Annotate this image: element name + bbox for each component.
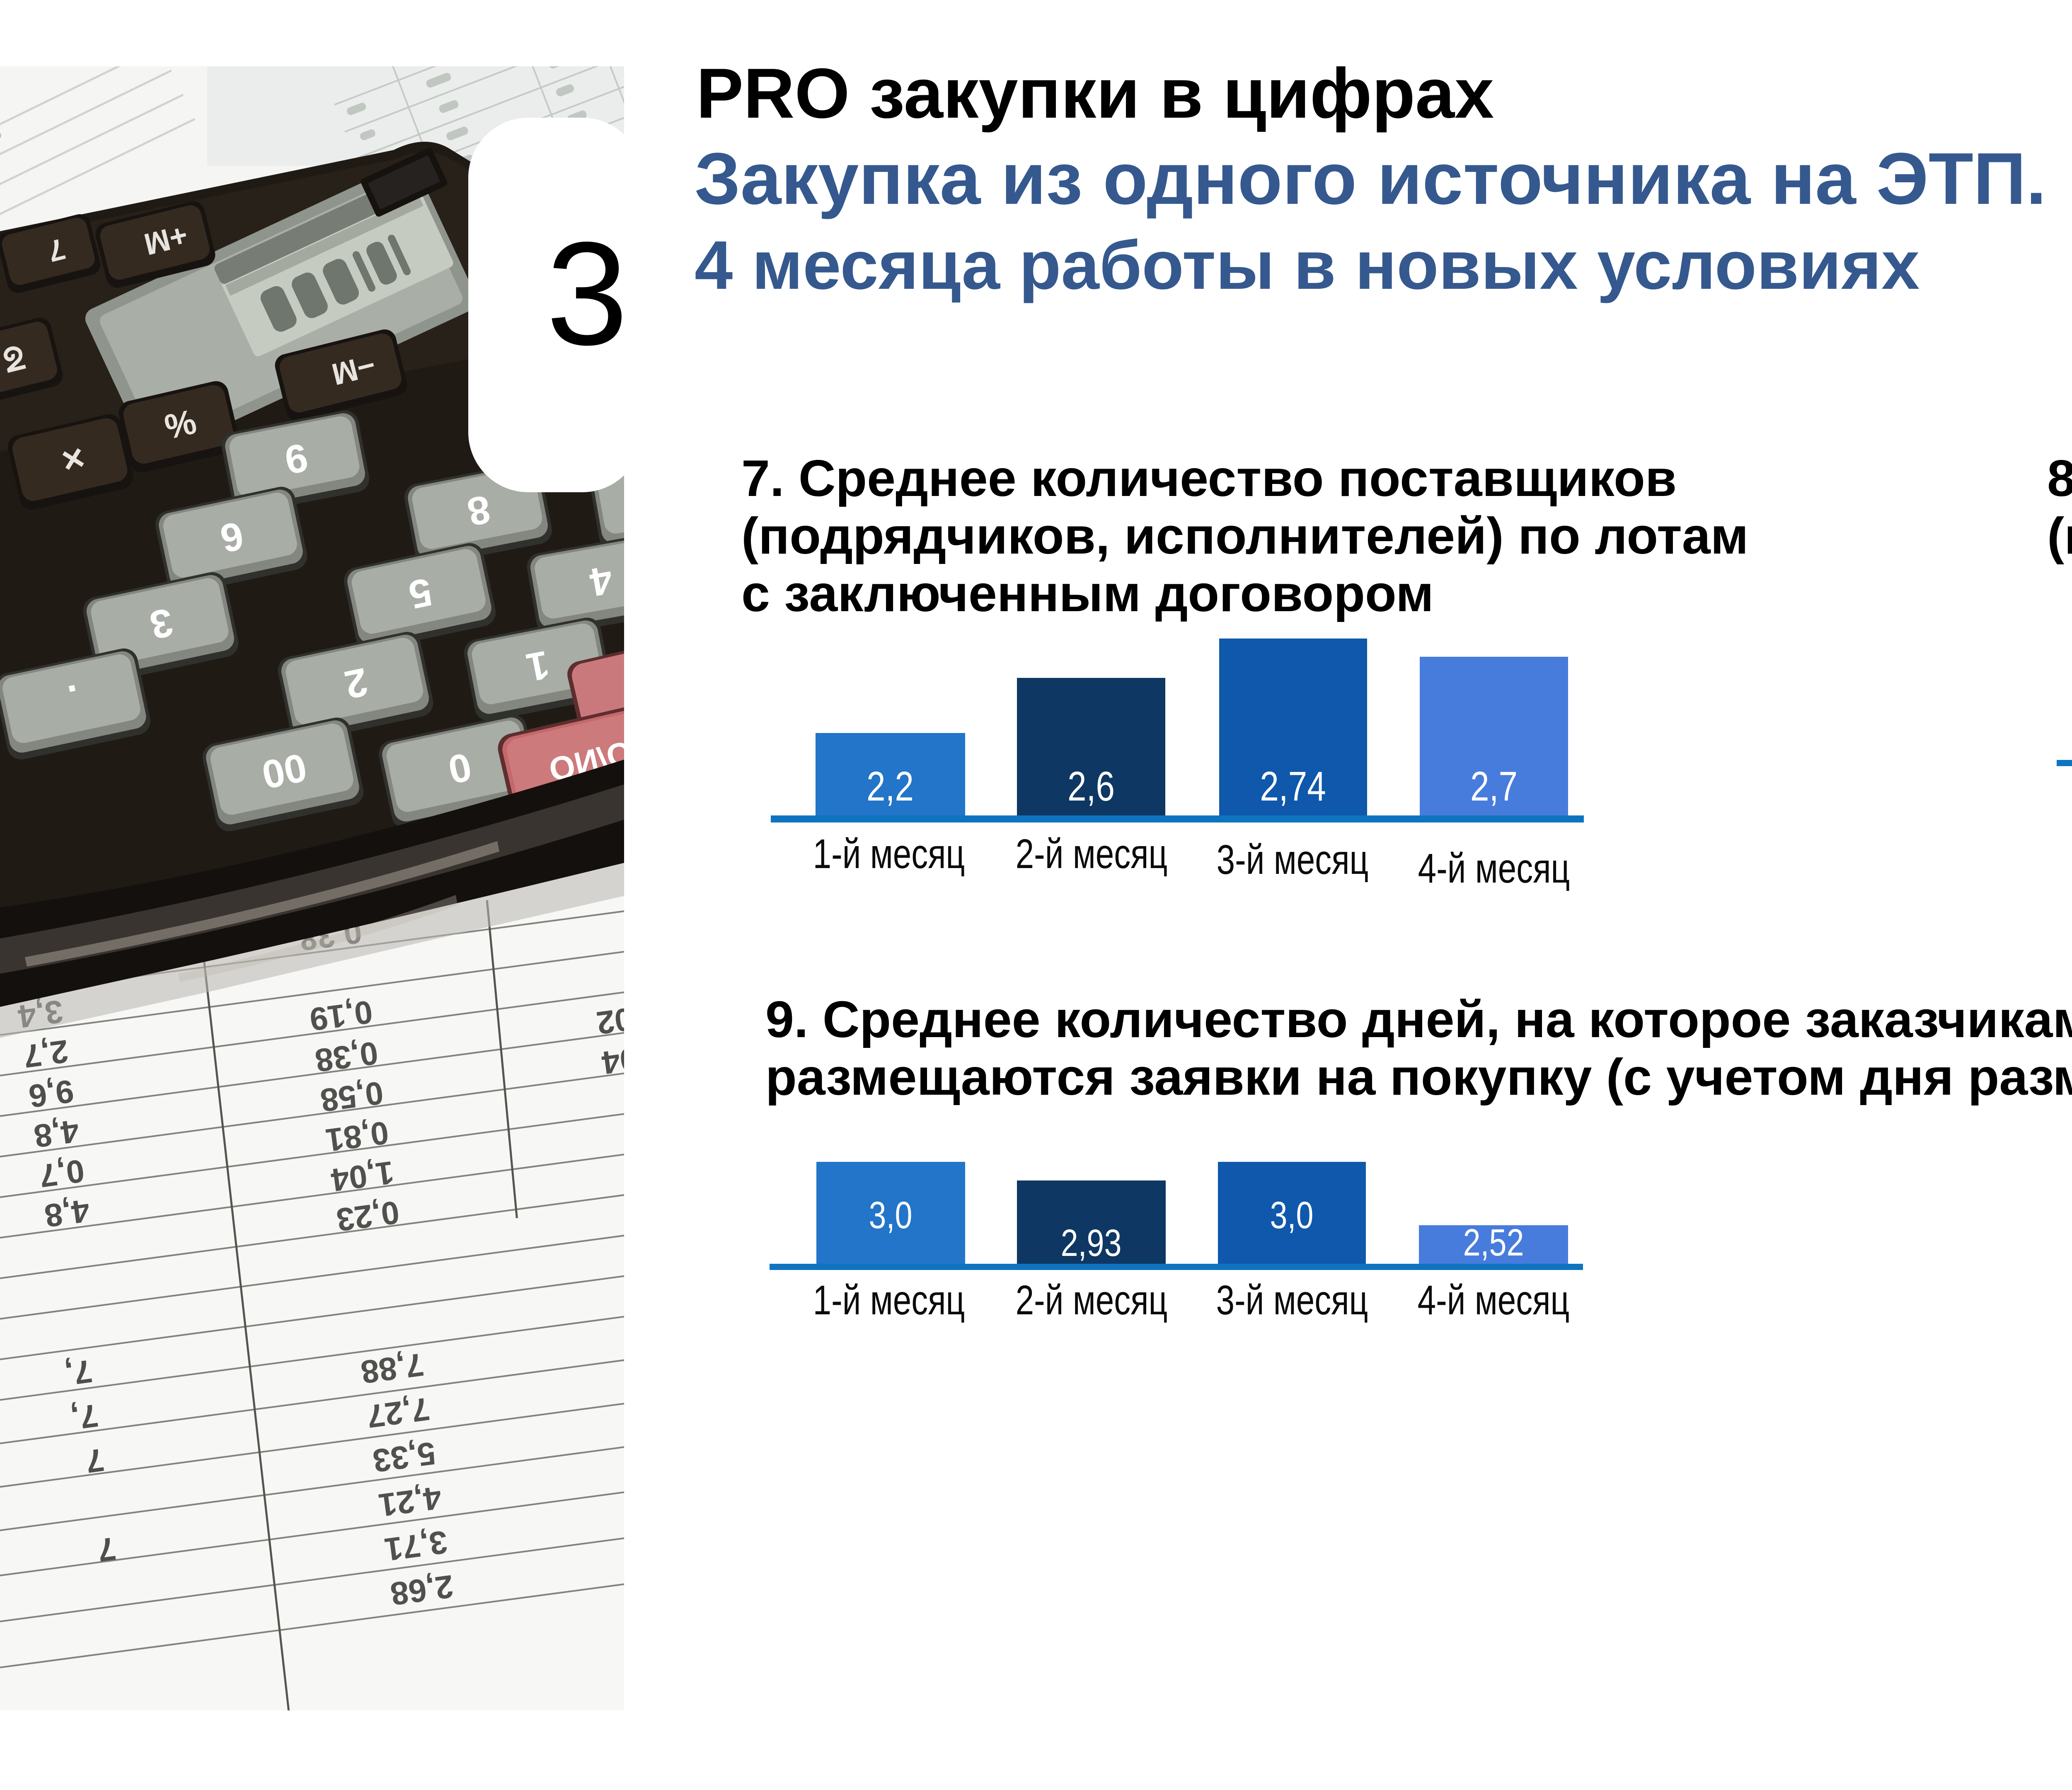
svg-text:0,7: 0,7 xyxy=(37,1152,87,1195)
svg-text:7,27: 7,27 xyxy=(365,1391,432,1435)
svg-text:7,: 7, xyxy=(63,1353,94,1393)
svg-text:1,04: 1,04 xyxy=(329,1154,396,1198)
svg-text:4,8: 4,8 xyxy=(32,1113,81,1155)
svg-text:2,7: 2,7 xyxy=(21,1033,70,1075)
svg-text:0,19: 0,19 xyxy=(307,994,375,1038)
svg-text:9,6: 9,6 xyxy=(27,1073,76,1115)
svg-text:0,23: 0,23 xyxy=(334,1194,402,1238)
svg-text:00: 00 xyxy=(258,745,311,797)
svg-text:3,71: 3,71 xyxy=(382,1524,450,1568)
svg-text:7,: 7, xyxy=(69,1397,100,1437)
svg-text:5,33: 5,33 xyxy=(370,1435,438,1479)
svg-text:0,81: 0,81 xyxy=(324,1114,391,1159)
svg-text:02: 02 xyxy=(594,1001,624,1042)
svg-text:0,38: 0,38 xyxy=(313,1035,380,1079)
svg-text:2,68: 2,68 xyxy=(388,1568,455,1612)
svg-text:0,58: 0,58 xyxy=(318,1074,385,1119)
svg-text:7,88: 7,88 xyxy=(359,1346,426,1391)
svg-text:04: 04 xyxy=(600,1040,624,1081)
svg-text:4,21: 4,21 xyxy=(377,1479,444,1524)
svg-text:4,8: 4,8 xyxy=(43,1192,92,1234)
